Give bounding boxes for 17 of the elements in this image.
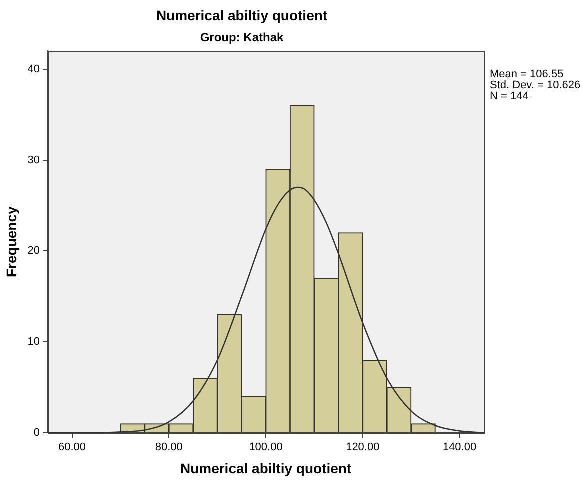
x-axis-title: Numerical abiltiy quotient (180, 460, 352, 476)
y-tick-label: 0 (34, 427, 40, 440)
text: Mean = 106.55 (490, 68, 564, 81)
x-tick-label: 60.00 (58, 442, 86, 454)
chart-title: Numerical abiltiy quotient (156, 7, 328, 24)
y-tick-label: 40 (28, 63, 40, 76)
text: N = 144 (490, 90, 529, 103)
y-tick-label: 30 (28, 154, 40, 166)
x-tick-label: 100.00 (249, 442, 283, 454)
y-axis-title: Frequency (3, 206, 20, 278)
y-tick-label: 20 (28, 245, 40, 258)
x-tick-label: 140.00 (442, 442, 477, 454)
x-tick-label: 120.00 (346, 442, 380, 454)
text: Std. Dev. = 10.626 (490, 80, 581, 92)
x-tick-label: 80.00 (155, 442, 183, 454)
chart-subtitle: Group: Kathak (200, 30, 284, 44)
y-tick-label: 10 (28, 336, 40, 348)
